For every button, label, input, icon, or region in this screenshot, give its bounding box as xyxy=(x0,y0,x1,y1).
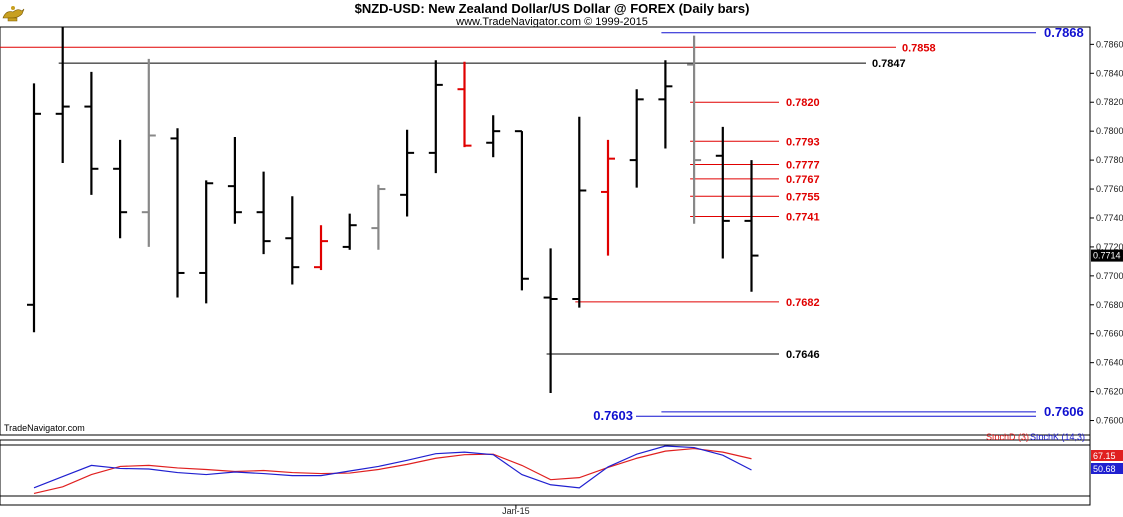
ohlc-bar xyxy=(256,171,271,255)
ohlc-bar xyxy=(55,27,70,163)
x-axis: Jan-15 xyxy=(502,505,530,516)
stoch-lines xyxy=(33,445,752,495)
y-tick-label: 0.7660 xyxy=(1096,329,1123,339)
ohlc-bar xyxy=(428,60,443,174)
level-label: 0.7793 xyxy=(786,136,820,148)
level-label: 0.7847 xyxy=(872,58,906,70)
y-tick-label: 0.7700 xyxy=(1096,271,1123,281)
level-label: 0.7767 xyxy=(786,174,820,186)
ohlc-bar xyxy=(715,126,730,259)
ohlc-bar xyxy=(27,83,41,333)
ohlc-bar xyxy=(199,180,214,304)
level-label: 0.7646 xyxy=(786,349,820,361)
y-tick-label: 0.7800 xyxy=(1096,126,1123,136)
chart-title: $NZD-USD: New Zealand Dollar/US Dollar @… xyxy=(355,1,750,16)
genie-lamp-icon xyxy=(0,0,26,24)
stoch-panel xyxy=(0,439,1091,506)
level-label: 0.7858 xyxy=(902,42,936,54)
y-tick-label: 0.7720 xyxy=(1096,242,1123,252)
price-bars xyxy=(27,27,759,394)
ohlc-bar xyxy=(514,130,529,291)
ohlc-bar xyxy=(658,60,673,149)
level-label: 0.7682 xyxy=(786,297,820,309)
ohlc-bar xyxy=(84,71,99,195)
stoch-k-legend: StochK (14,3) xyxy=(1030,432,1085,442)
level-label: 0.7868 xyxy=(1044,25,1084,40)
stoch-k-line xyxy=(33,445,752,489)
y-tick-label: 0.7760 xyxy=(1096,184,1123,194)
level-lines: 0.7868 0.7858 0.7847 0.7820 0.7793 0.7777 0.77… xyxy=(0,25,1084,423)
ohlc-bar xyxy=(457,61,472,148)
y-tick-label: 0.7860 xyxy=(1096,39,1123,49)
ohlc-bar xyxy=(687,35,702,224)
stoch-k-value: 50.68 xyxy=(1093,464,1116,474)
level-label: 0.7603 xyxy=(593,408,633,423)
stoch-d-value: 67.15 xyxy=(1093,451,1116,461)
y-tick-label: 0.7740 xyxy=(1096,213,1123,223)
y-tick-label: 0.7820 xyxy=(1096,97,1123,107)
price-y-axis: 0.7600 0.7620 0.7640 0.7660 0.7680 0.7700 0.77… xyxy=(1090,39,1123,426)
y-tick-label: 0.7620 xyxy=(1096,387,1123,397)
chart-subtitle: www.TradeNavigator.com © 1999-2015 xyxy=(455,16,648,28)
x-tick-label: Jan-15 xyxy=(502,506,530,516)
ohlc-bar xyxy=(601,139,615,256)
ohlc-bar xyxy=(141,58,156,247)
level-label: 0.7755 xyxy=(786,191,820,203)
y-tick-label: 0.7600 xyxy=(1096,416,1123,426)
ohlc-bar xyxy=(227,136,242,224)
price-panel xyxy=(0,26,1091,436)
last-price-tag: 0.7714 xyxy=(1091,249,1123,262)
y-tick-label: 0.7680 xyxy=(1096,300,1123,310)
watermark: TradeNavigator.com xyxy=(4,423,85,433)
ohlc-bar xyxy=(486,115,501,158)
stoch-d-value-tag: 67.15 xyxy=(1091,450,1123,461)
level-label: 0.7777 xyxy=(786,159,820,171)
stoch-d-legend: StochD (3) xyxy=(986,432,1029,442)
ohlc-bar xyxy=(285,196,300,285)
y-tick-label: 0.7640 xyxy=(1096,358,1123,368)
ohlc-bar xyxy=(170,128,185,298)
y-tick-label: 0.7780 xyxy=(1096,155,1123,165)
ohlc-bar xyxy=(314,225,328,271)
ohlc-bar xyxy=(400,129,415,217)
level-label: 0.7741 xyxy=(786,212,820,224)
ohlc-bar xyxy=(572,116,587,308)
ohlc-bar xyxy=(342,213,357,250)
ohlc-bar xyxy=(371,184,386,250)
level-label: 0.7820 xyxy=(786,97,820,109)
stoch-d-line xyxy=(33,447,752,495)
ohlc-bar xyxy=(543,248,558,394)
level-label: 0.7606 xyxy=(1044,404,1084,419)
last-price-label: 0.7714 xyxy=(1093,251,1121,261)
stoch-k-value-tag: 50.68 xyxy=(1091,463,1123,474)
ohlc-bar xyxy=(629,89,644,188)
ohlc-bar xyxy=(113,139,128,239)
y-tick-label: 0.7840 xyxy=(1096,68,1123,78)
ohlc-bar xyxy=(744,160,759,292)
